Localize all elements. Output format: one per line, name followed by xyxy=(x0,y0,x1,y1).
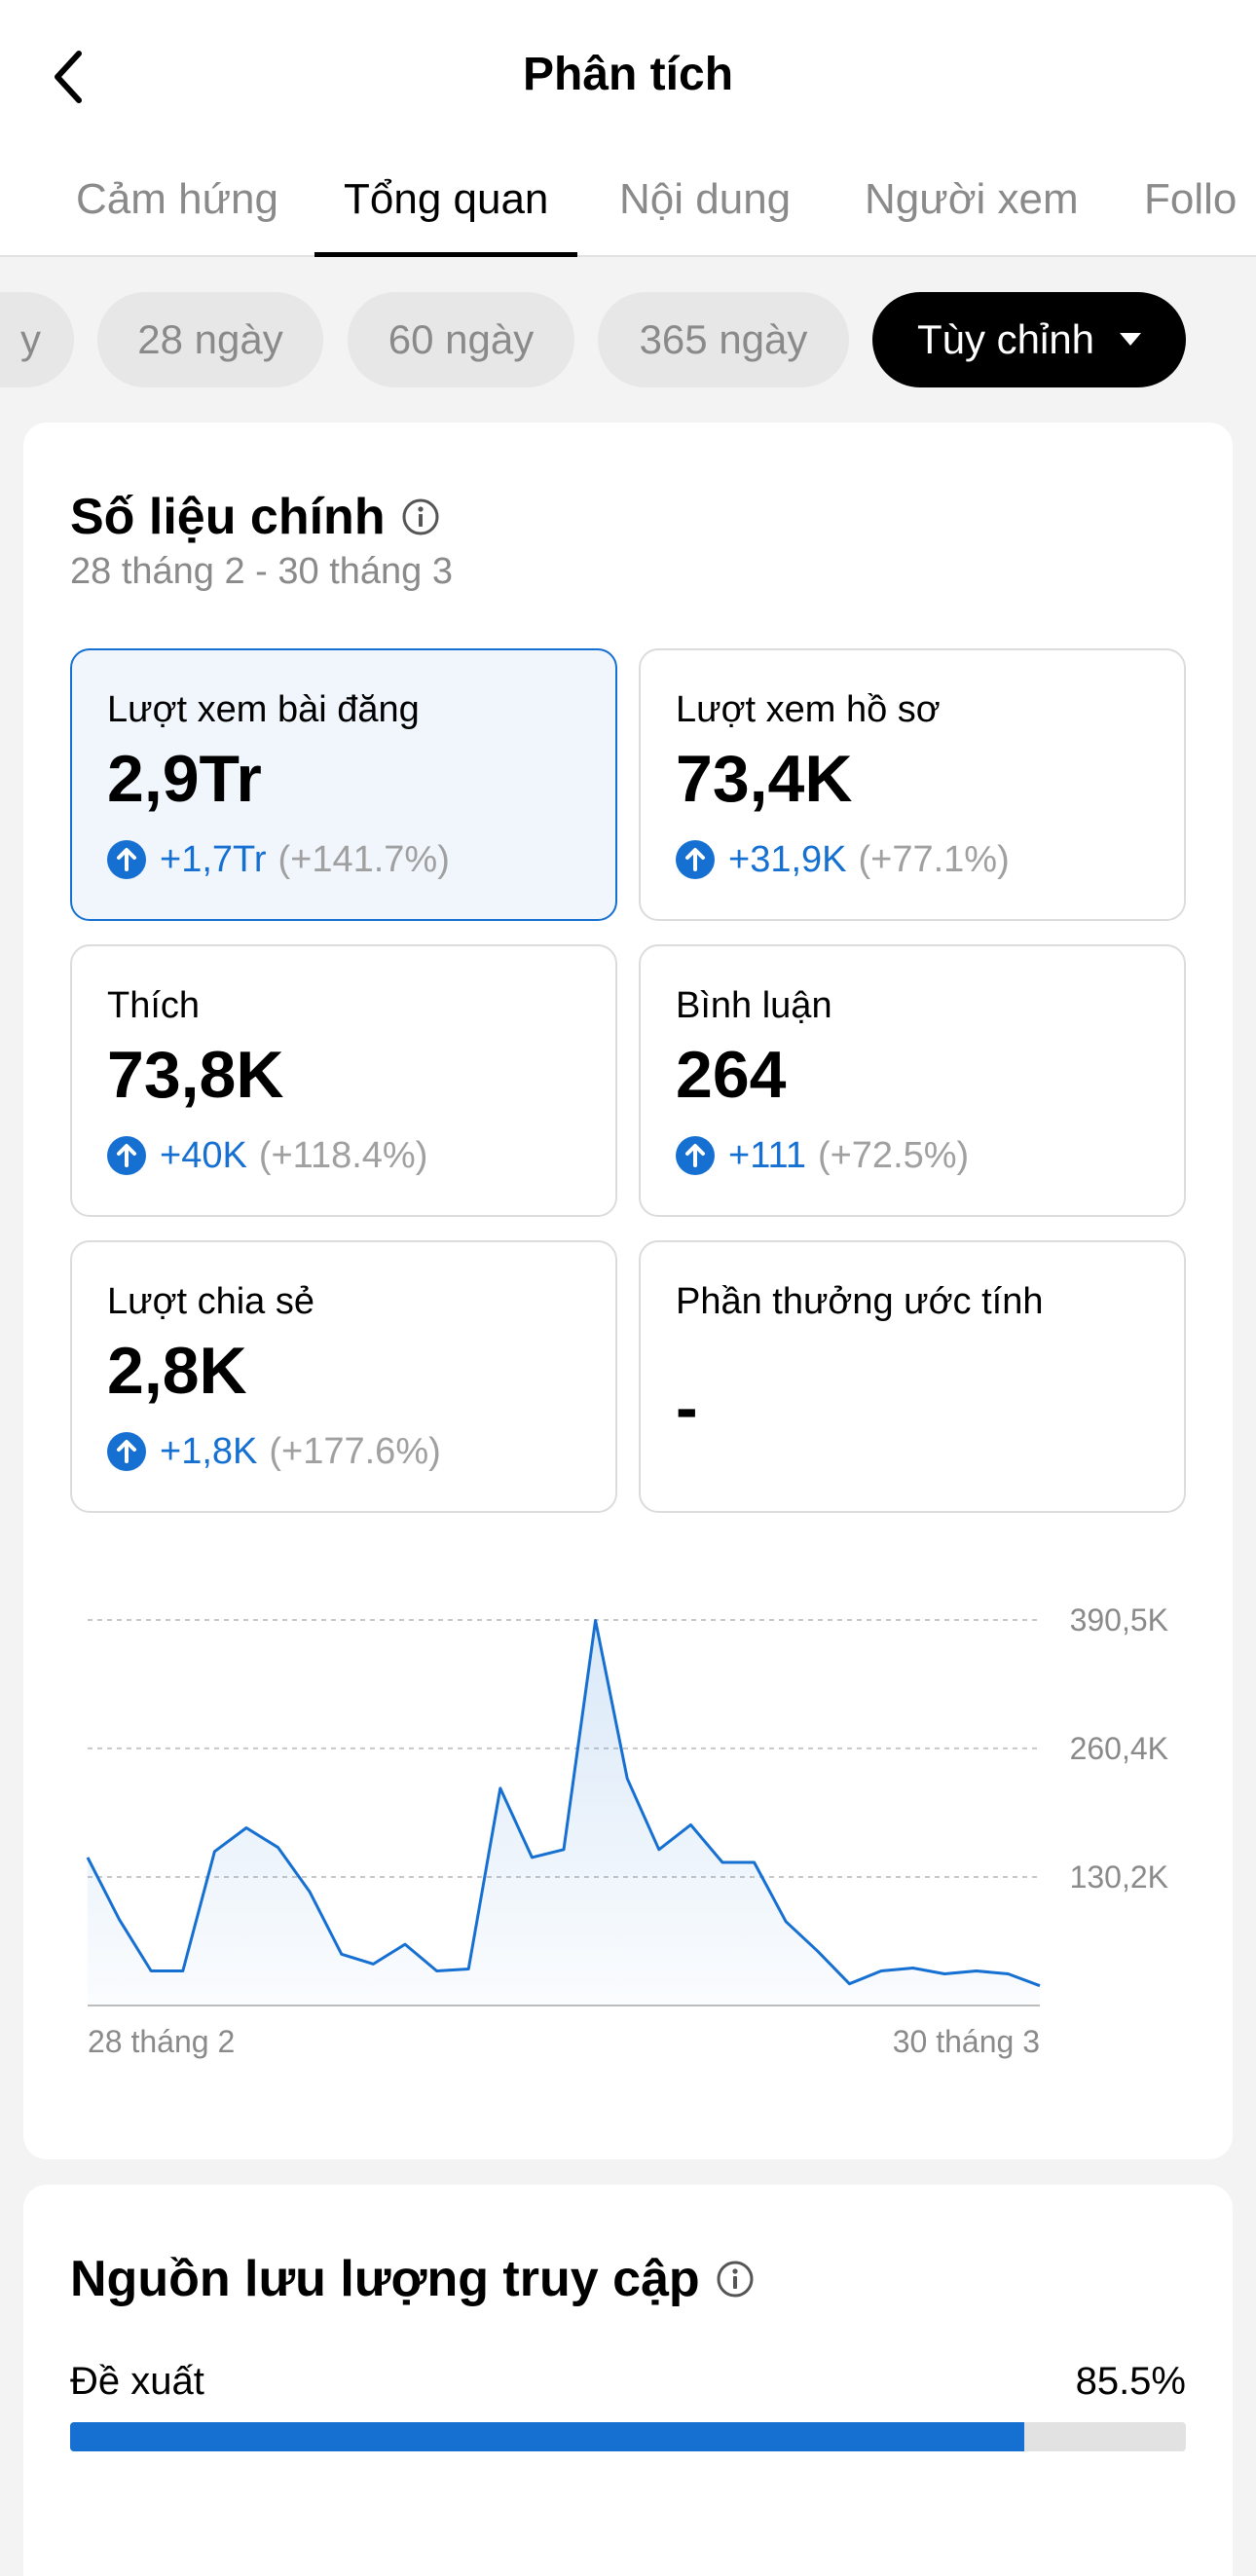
page-title: Phân tích xyxy=(522,49,734,100)
metric-value: - xyxy=(676,1371,698,1445)
chart-area-fill xyxy=(88,1620,1040,2006)
chart-y-tick-label: 260,4K xyxy=(1070,1731,1168,1766)
metric-value: 264 xyxy=(676,1038,787,1112)
metric-change: +1,7Tr (+141.7%) xyxy=(107,835,450,884)
filter-60-days[interactable]: 60 ngày xyxy=(348,292,574,387)
filter-365-days[interactable]: 365 ngày xyxy=(598,292,849,387)
filter-custom-dropdown[interactable]: Tùy chỉnh xyxy=(872,292,1186,387)
metric-percent: (+177.6%) xyxy=(269,1431,441,1472)
section-title: Số liệu chính xyxy=(70,483,440,551)
caret-down-icon xyxy=(1120,333,1142,347)
date-range-text: 28 tháng 2 - 30 tháng 3 xyxy=(70,551,453,592)
traffic-source-value: 85.5% xyxy=(1075,2360,1186,2403)
arrow-up-icon xyxy=(107,1136,146,1175)
tab-bar: Cảm hứng Tổng quan Nội dung Người xem Fo… xyxy=(0,164,1256,257)
chevron-left-icon xyxy=(55,51,82,103)
chart-x-tick-label: 28 tháng 2 xyxy=(88,2024,235,2059)
views-chart[interactable]: 28 tháng 2 30 tháng 3 130,2K 260,4K 390,… xyxy=(23,1548,1233,2093)
filter-28-days[interactable]: 28 ngày xyxy=(97,292,323,387)
chart-x-tick-label: 30 tháng 3 xyxy=(893,2024,1040,2059)
metric-label: Bình luận xyxy=(676,985,832,1026)
metric-delta: +111 xyxy=(728,1135,806,1176)
filter-custom-label: Tùy chỉnh xyxy=(916,316,1095,362)
filter-7-days[interactable]: y xyxy=(0,292,74,387)
metric-label: Lượt chia sẻ xyxy=(107,1281,315,1322)
info-icon[interactable] xyxy=(401,497,440,536)
metric-value: 2,8K xyxy=(107,1334,247,1408)
metric-estimated-rewards[interactable]: Phần thưởng ước tính - xyxy=(639,1240,1186,1513)
metric-change: +111 (+72.5%) xyxy=(676,1131,969,1180)
metric-shares[interactable]: Lượt chia sẻ 2,8K +1,8K (+177.6%) xyxy=(70,1240,617,1513)
metric-profile-views[interactable]: Lượt xem hồ sơ 73,4K +31,9K (+77.1%) xyxy=(639,648,1186,921)
traffic-progress-fill xyxy=(70,2422,1024,2451)
traffic-progress-bar xyxy=(70,2422,1186,2451)
metric-percent: (+72.5%) xyxy=(817,1135,970,1176)
metric-likes[interactable]: Thích 73,8K +40K (+118.4%) xyxy=(70,944,617,1217)
tab-inspiration[interactable]: Cảm hứng xyxy=(76,175,278,223)
metric-change: +40K (+118.4%) xyxy=(107,1131,427,1180)
arrow-up-icon xyxy=(107,1432,146,1471)
metric-percent: (+118.4%) xyxy=(258,1135,428,1176)
tab-overview[interactable]: Tổng quan xyxy=(314,164,578,257)
traffic-source-label: Đề xuất xyxy=(70,2360,204,2403)
main-metrics-card: Số liệu chính 28 tháng 2 - 30 tháng 3 Lư… xyxy=(23,423,1233,2159)
traffic-row: Đề xuất 85.5% xyxy=(70,2352,1186,2410)
metric-value: 73,8K xyxy=(107,1038,284,1112)
metric-percent: (+141.7%) xyxy=(277,839,450,880)
metric-post-views[interactable]: Lượt xem bài đăng 2,9Tr +1,7Tr (+141.7%) xyxy=(70,648,617,921)
chart-series-line xyxy=(86,1619,1041,1988)
metric-delta: +1,8K xyxy=(160,1431,258,1472)
metric-value: 2,9Tr xyxy=(107,742,262,816)
metric-label: Lượt xem hồ sơ xyxy=(676,689,941,730)
tab-viewers[interactable]: Người xem xyxy=(865,175,1079,223)
arrow-up-icon xyxy=(676,1136,715,1175)
metric-percent: (+77.1%) xyxy=(858,839,1010,880)
metric-change: +31,9K (+77.1%) xyxy=(676,835,1010,884)
back-button[interactable] xyxy=(39,43,97,111)
metric-delta: +40K xyxy=(160,1135,247,1176)
main-metrics-title: Số liệu chính xyxy=(70,489,386,545)
date-range-filters: y 28 ngày 60 ngày 365 ngày Tùy chỉnh xyxy=(0,292,1256,387)
metric-delta: +1,7Tr xyxy=(160,839,267,880)
metric-label: Phần thưởng ước tính xyxy=(676,1281,1044,1322)
metric-label: Thích xyxy=(107,985,201,1026)
tab-content[interactable]: Nội dung xyxy=(619,175,792,223)
chart-y-tick-label: 130,2K xyxy=(1070,1859,1168,1895)
arrow-up-icon xyxy=(107,840,146,879)
metric-change: +1,8K (+177.6%) xyxy=(107,1427,441,1476)
tab-followers[interactable]: Follo xyxy=(1144,175,1238,223)
traffic-sources-card: Nguồn lưu lượng truy cập Đề xuất 85.5% xyxy=(23,2185,1233,2576)
metric-value: 73,4K xyxy=(676,742,853,816)
info-icon[interactable] xyxy=(716,2260,755,2299)
metric-delta: +31,9K xyxy=(728,839,847,880)
traffic-sources-title: Nguồn lưu lượng truy cập xyxy=(70,2251,700,2307)
app-header: Phân tích Cảm hứng Tổng quan Nội dung Ng… xyxy=(0,0,1256,257)
metric-comments[interactable]: Bình luận 264 +111 (+72.5%) xyxy=(639,944,1186,1217)
metric-label: Lượt xem bài đăng xyxy=(107,689,420,730)
chart-y-tick-label: 390,5K xyxy=(1070,1602,1168,1638)
arrow-up-icon xyxy=(676,840,715,879)
section-title: Nguồn lưu lượng truy cập xyxy=(70,2245,755,2313)
